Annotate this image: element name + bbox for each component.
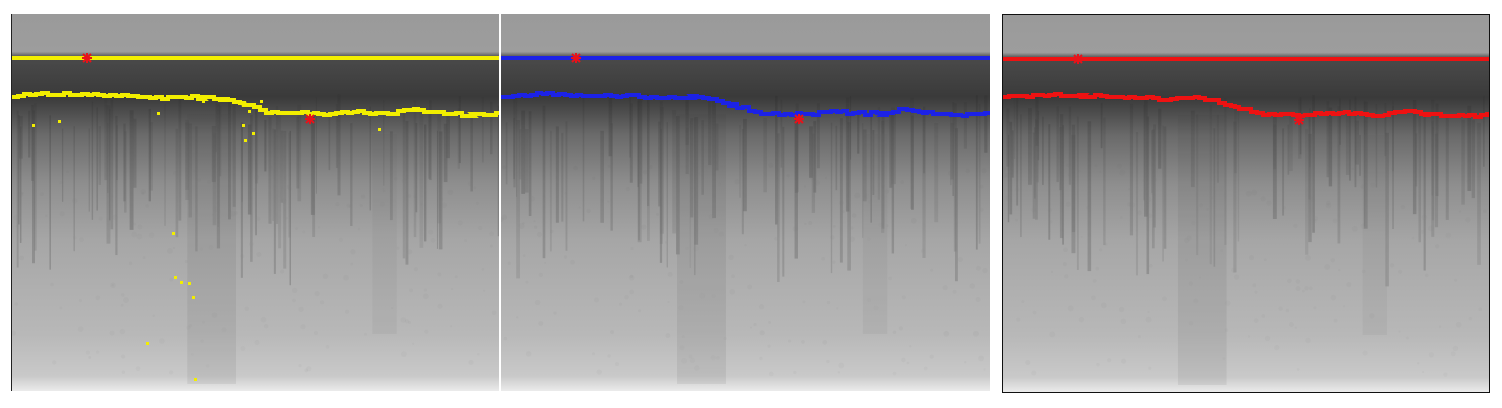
radargram-image <box>501 14 990 391</box>
surface-marker-star-icon <box>571 53 581 63</box>
surface-marker-star-icon <box>1073 54 1083 64</box>
radargram-background <box>1003 15 1489 392</box>
radargram-panel-yellow <box>11 14 499 391</box>
radargram-image <box>1003 15 1489 392</box>
surface-marker-star-icon <box>82 53 92 63</box>
bottom-interface-trace <box>12 91 499 118</box>
radargram-image <box>12 14 499 391</box>
bottom-interface-trace <box>1003 92 1489 119</box>
radargram-texture <box>12 94 499 384</box>
spurious-detections <box>32 100 381 381</box>
radargram-panel-red <box>1002 14 1490 393</box>
interface-marker-star-icon <box>794 114 804 124</box>
radargram-background <box>501 14 990 391</box>
radargram-texture <box>501 94 988 384</box>
interface-marker-star-icon <box>1294 115 1304 125</box>
radargram-texture <box>1003 95 1487 385</box>
interface-marker-star-icon <box>305 114 315 124</box>
radargram-panel-blue <box>501 14 990 391</box>
bottom-interface-trace <box>501 91 990 118</box>
radargram-background <box>12 14 499 391</box>
